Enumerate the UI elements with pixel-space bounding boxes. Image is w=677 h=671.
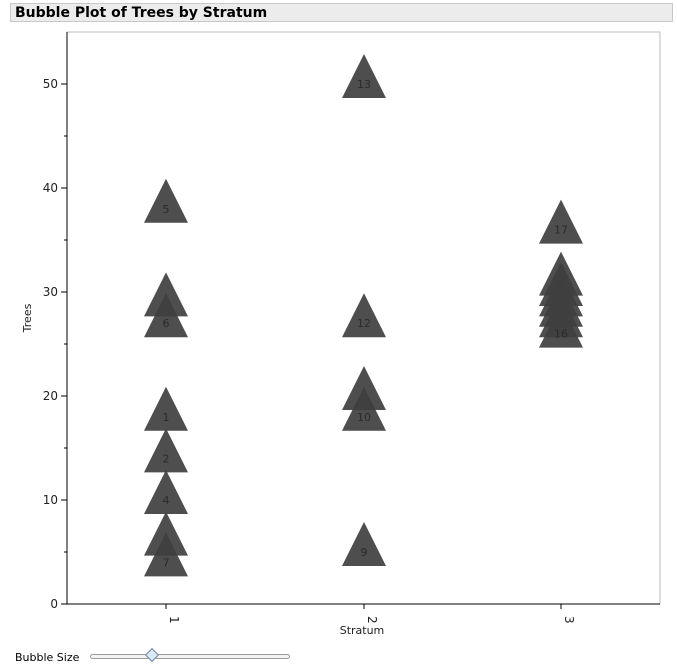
bubble-label: 4 <box>163 494 170 507</box>
chart-title: Bubble Plot of Trees by Stratum <box>15 5 268 21</box>
y-tick-label: 20 <box>43 389 58 403</box>
y-tick-label: 50 <box>43 77 58 91</box>
y-tick-label: 40 <box>43 181 58 195</box>
bubble-marker <box>144 511 188 556</box>
y-tick-label: 30 <box>43 285 58 299</box>
bubble-label: 5 <box>163 203 170 216</box>
bubble-label: 1 <box>163 411 170 424</box>
bubble-marker <box>144 428 188 473</box>
x-axis-title: Stratum <box>340 624 385 637</box>
bubble-marker <box>144 386 188 431</box>
bubble-label: 6 <box>163 317 170 330</box>
x-tick-label: 2 <box>365 616 379 624</box>
bubble-label: 16 <box>554 328 568 341</box>
bubble-label: 9 <box>361 546 368 559</box>
y-tick-label: 0 <box>50 597 58 611</box>
y-axis: 0 10 20 30 40 50 <box>43 77 67 611</box>
bubble-marker <box>342 522 386 566</box>
bubble-marker <box>342 386 386 431</box>
x-tick-label: 1 <box>167 616 181 624</box>
bubble-marker <box>144 178 188 223</box>
bubble-marker <box>342 293 386 338</box>
x-axis: 1 2 3 <box>165 604 576 624</box>
x-tick-label: 3 <box>562 616 576 624</box>
bubble-label: 17 <box>554 224 568 237</box>
chart-title-bar: Bubble Plot of Trees by Stratum <box>10 3 673 22</box>
bubble-label: 13 <box>357 78 371 91</box>
bubble-marker <box>144 470 188 514</box>
bubble-label: 12 <box>357 317 371 330</box>
bubble-marker <box>539 199 583 244</box>
y-tick-label: 10 <box>43 493 58 507</box>
bubble-size-slider[interactable] <box>90 654 290 659</box>
bubble-marker <box>144 272 188 317</box>
y-axis-title: Trees <box>21 303 34 333</box>
bubble-label: 2 <box>163 452 170 465</box>
bubble-marker <box>539 303 583 348</box>
bubble-marker <box>342 54 386 98</box>
bubble-label: 7 <box>163 556 170 569</box>
bubble-size-label: Bubble Size <box>15 651 80 664</box>
bubble-label: 10 <box>357 411 371 424</box>
